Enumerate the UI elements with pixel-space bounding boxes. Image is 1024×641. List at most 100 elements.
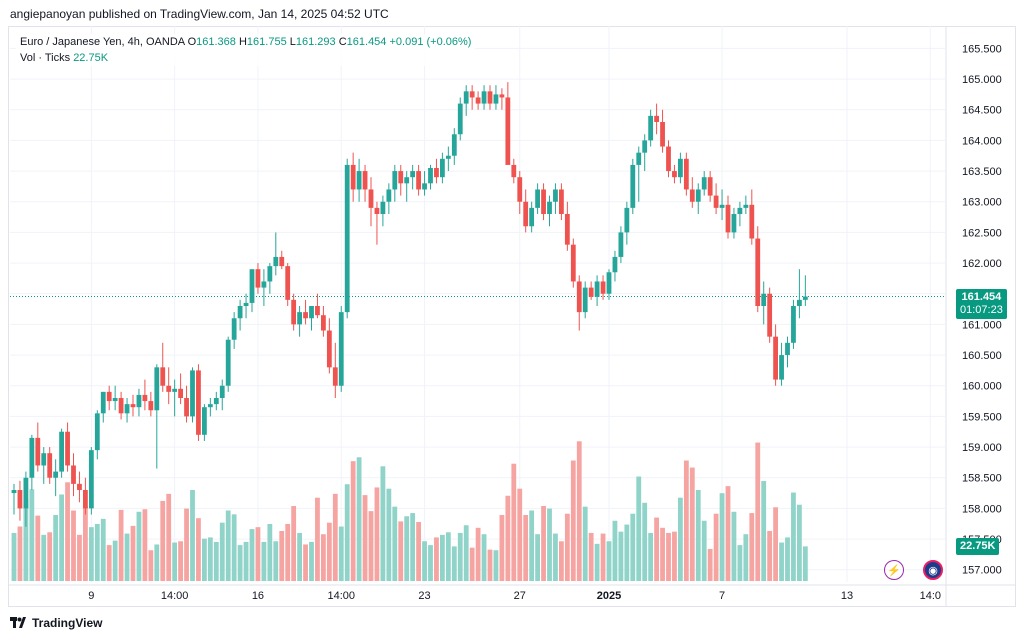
volume-bar	[53, 514, 59, 581]
volume-bar	[791, 492, 796, 581]
candle-body	[386, 189, 392, 202]
candle-body	[326, 330, 332, 368]
volume-bar	[505, 495, 511, 581]
candle-body	[53, 471, 59, 478]
volume-bar	[59, 494, 64, 581]
candle-body	[392, 171, 398, 190]
candle-body	[404, 177, 410, 184]
volume-bar	[71, 510, 76, 581]
volume-bar	[237, 545, 243, 581]
legend-symbol[interactable]: Euro / Japanese Yen, 4h, OANDA	[20, 36, 185, 48]
volume-bar	[713, 513, 719, 581]
y-tick-label: 159.000	[962, 442, 1002, 454]
volume-bar	[457, 532, 463, 581]
volume-bar	[184, 508, 189, 581]
candle-body	[184, 398, 189, 417]
candle-body	[529, 207, 535, 227]
volume-bar	[41, 534, 47, 581]
legend-high: 161.755	[246, 36, 287, 48]
candle-body	[725, 204, 731, 233]
volume-bar	[321, 534, 326, 581]
volume-badge: 22.75K	[956, 538, 1000, 555]
volume-bar	[648, 532, 654, 581]
volume-bar	[475, 527, 481, 581]
candle-body	[112, 398, 118, 402]
volume-bar	[463, 525, 469, 581]
candle-body	[463, 91, 469, 104]
candle-body	[213, 398, 219, 405]
volume-bar	[332, 493, 338, 581]
candle-body	[570, 244, 576, 282]
candle-body	[65, 431, 70, 466]
candle-body	[689, 189, 695, 202]
y-tick-label: 164.000	[962, 135, 1002, 147]
candle-body	[683, 158, 689, 190]
volume-bar	[428, 545, 433, 581]
candle-body	[576, 281, 582, 313]
footer-brand-text: TradingView	[32, 616, 103, 630]
candle-body	[600, 281, 606, 294]
volume-bar	[326, 522, 332, 581]
volume-bar	[297, 532, 302, 581]
y-tick-label: 162.500	[962, 227, 1002, 239]
lightning-icon[interactable]: ⚡	[884, 560, 904, 580]
volume-bar	[654, 517, 659, 581]
candle-body	[719, 204, 725, 208]
legend-vol-label[interactable]: Vol · Ticks	[20, 52, 71, 64]
volume-bar	[487, 549, 493, 581]
candle-body	[190, 370, 195, 417]
volume-bar	[273, 541, 279, 581]
x-tick-label: 9	[88, 590, 94, 602]
candle-body	[749, 204, 755, 239]
chart-frame	[8, 26, 1016, 607]
footer-brand[interactable]: TradingView	[10, 616, 102, 630]
volume-bar	[737, 545, 743, 581]
tradingview-logo-icon	[10, 617, 26, 628]
candle-body	[207, 404, 213, 408]
candle-body	[380, 201, 386, 214]
candle-body	[695, 189, 701, 202]
y-tick-label: 158.000	[962, 503, 1002, 515]
legend-low-label: L	[289, 36, 296, 48]
volume-bar	[243, 541, 249, 581]
volume-bar	[416, 522, 421, 581]
volume-bar	[386, 488, 392, 581]
volume-bar	[553, 533, 558, 581]
candle-body	[136, 394, 142, 408]
candle-body	[130, 404, 136, 408]
candle-body	[428, 168, 433, 184]
globe-icon[interactable]: ◉	[923, 560, 943, 580]
candle-body	[457, 103, 463, 135]
volume-bar	[559, 541, 564, 581]
volume-bar	[213, 541, 219, 581]
x-tick-label: 23	[418, 590, 430, 602]
legend-open: 161.368	[196, 36, 236, 48]
candle-body	[309, 306, 314, 319]
volume-bar	[356, 457, 362, 581]
volume-bar	[612, 520, 618, 581]
candle-body	[666, 146, 671, 172]
volume-bar	[445, 532, 451, 581]
candle-body	[255, 269, 261, 288]
volume-bar	[719, 493, 725, 581]
volume-bar	[279, 531, 285, 581]
candle-body	[785, 342, 790, 356]
candle-body	[196, 370, 201, 435]
candle-body	[47, 453, 53, 478]
volume-bar	[731, 511, 737, 581]
candle-body	[434, 168, 439, 178]
volume-bar	[779, 542, 784, 581]
candle-body	[94, 413, 100, 451]
volume-bar	[380, 466, 386, 581]
candle-body	[160, 367, 166, 386]
candle-body	[493, 94, 499, 104]
volume-bar	[196, 518, 201, 581]
candle-body	[416, 171, 421, 190]
x-tick-label: 14:0	[920, 590, 941, 602]
candle-body	[743, 204, 749, 208]
legend-vol-value: 22.75K	[73, 52, 109, 64]
candle-body	[225, 339, 231, 386]
volume-bar	[124, 533, 130, 581]
volume-bar	[606, 541, 612, 581]
